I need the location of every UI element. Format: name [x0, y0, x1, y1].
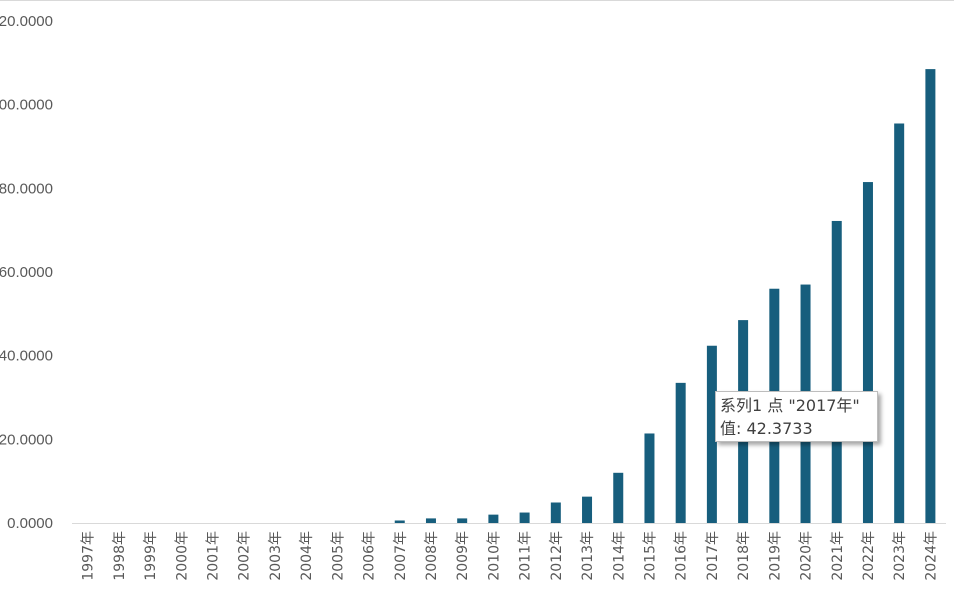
x-tick-label: 2011年 — [518, 531, 534, 581]
x-tick-label: 1998年 — [112, 531, 128, 581]
tooltip-value: 值: 42.3733 — [720, 419, 813, 438]
bar[interactable] — [894, 123, 905, 523]
y-tick-label: 20.0000 — [0, 431, 53, 448]
bar[interactable] — [862, 182, 873, 523]
x-tick-label: 2021年 — [830, 531, 846, 581]
x-tick-label: 2006年 — [362, 531, 378, 581]
y-tick-label: 120.0000 — [0, 13, 53, 30]
x-tick-label: 2000年 — [174, 531, 190, 581]
y-tick-label: 40.0000 — [0, 348, 53, 365]
x-tick-label: 2005年 — [330, 531, 346, 581]
tooltip-series-point: 系列1 点 "2017年" — [720, 396, 860, 415]
x-tick-label: 2020年 — [799, 531, 815, 581]
bar[interactable] — [488, 514, 499, 523]
y-tick-label: 80.0000 — [0, 180, 53, 197]
data-tooltip: 系列1 点 "2017年" 值: 42.3733 — [715, 391, 878, 442]
x-tick-label: 2013年 — [580, 531, 596, 581]
x-tick-label: 2010年 — [486, 531, 502, 581]
y-tick-label: 100.0000 — [0, 97, 53, 114]
x-tick-label: 2015年 — [642, 531, 658, 581]
x-tick-label: 2016年 — [674, 531, 690, 581]
x-tick-label: 2007年 — [393, 531, 409, 581]
x-tick-label: 1999年 — [143, 531, 159, 581]
bar[interactable] — [831, 220, 842, 524]
y-tick-label: 0.0000 — [7, 515, 53, 532]
x-tick-label: 2017年 — [705, 531, 721, 581]
x-tick-label: 2024年 — [923, 531, 939, 581]
x-tick-label: 2002年 — [237, 531, 253, 581]
bar[interactable] — [550, 502, 561, 523]
bar[interactable] — [925, 69, 936, 523]
x-tick-label: 2009年 — [455, 531, 471, 581]
x-tick-label: 2019年 — [767, 531, 783, 581]
x-tick-label: 2003年 — [268, 531, 284, 581]
x-tick-label: 2001年 — [205, 531, 221, 581]
y-tick-label: 60.0000 — [0, 264, 53, 281]
bar[interactable] — [706, 345, 717, 523]
x-tick-label: 1997年 — [81, 531, 97, 581]
x-tick-label: 2012年 — [549, 531, 565, 581]
bar[interactable] — [613, 472, 624, 523]
bar[interactable] — [675, 382, 686, 523]
bar[interactable] — [425, 518, 436, 523]
x-tick-label: 2018年 — [736, 531, 752, 581]
x-tick-label: 2004年 — [299, 531, 315, 581]
x-tick-label: 2014年 — [611, 531, 627, 581]
bar[interactable] — [582, 496, 593, 523]
x-tick-label: 2022年 — [861, 531, 877, 581]
bar[interactable] — [394, 520, 405, 523]
bar[interactable] — [457, 518, 468, 523]
bar[interactable] — [644, 433, 655, 523]
x-tick-label: 2023年 — [892, 531, 908, 581]
bar[interactable] — [519, 512, 530, 523]
x-tick-label: 2008年 — [424, 531, 440, 581]
